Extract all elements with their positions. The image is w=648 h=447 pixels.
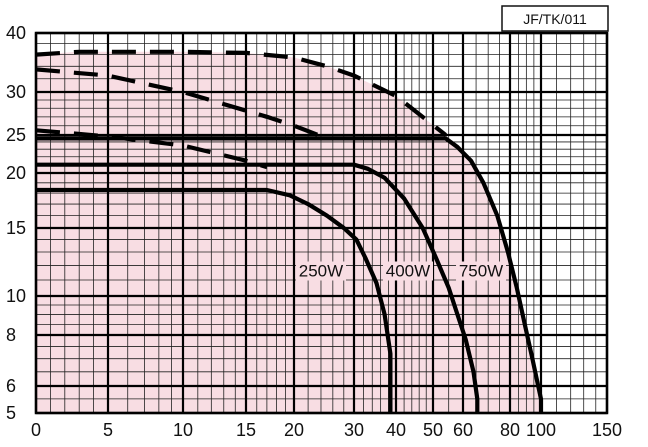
y-tick-label: 40 [6, 23, 26, 43]
y-tick-label: 25 [6, 125, 26, 145]
grid [34, 31, 609, 415]
x-tick-label: 20 [284, 420, 304, 440]
curve-label-400w: 400W [386, 262, 430, 281]
curve-400w [36, 162, 480, 413]
y-tick-label: 15 [6, 218, 26, 238]
y-tick-label: 10 [6, 286, 26, 306]
x-tick-label: 150 [592, 420, 622, 440]
reference-label: JF/TK/011 [523, 11, 587, 27]
x-tick-label: 10 [173, 420, 193, 440]
curve-label-background [295, 261, 346, 281]
curve-label-background [382, 261, 433, 281]
y-tick-label: 5 [6, 403, 16, 423]
y-tick-label: 20 [6, 163, 26, 183]
curve-750w-dashed [35, 49, 447, 137]
x-tick-label: 0 [31, 420, 41, 440]
curve-label-250w: 250W [299, 262, 343, 281]
curve-250w-dashed [35, 128, 268, 170]
curve-250w [36, 187, 393, 413]
y-tick-label: 6 [6, 376, 16, 396]
x-tick-label: 30 [344, 420, 364, 440]
x-tick-label: 100 [526, 420, 556, 440]
y-tick-label: 30 [6, 82, 26, 102]
x-tick-label: 60 [453, 420, 473, 440]
reference-box: JF/TK/011 [501, 5, 609, 32]
curve-750w [36, 136, 544, 413]
labels: 0 5 10 15 20 30 40 50 60 80 100 1505681015202530402… [6, 23, 622, 440]
x-tick-label: 50 [423, 420, 443, 440]
y-tick-label: 8 [6, 325, 16, 345]
curve-400w-dashed [35, 67, 328, 141]
curve-label-background [456, 261, 507, 281]
plot-frame [34, 31, 609, 415]
x-tick-label: 15 [236, 420, 256, 440]
x-tick-label: 5 [103, 420, 113, 440]
x-tick-label: 40 [386, 420, 406, 440]
curve-label-750w: 750W [459, 262, 503, 281]
curves [35, 49, 544, 413]
x-tick-label: 80 [500, 420, 520, 440]
